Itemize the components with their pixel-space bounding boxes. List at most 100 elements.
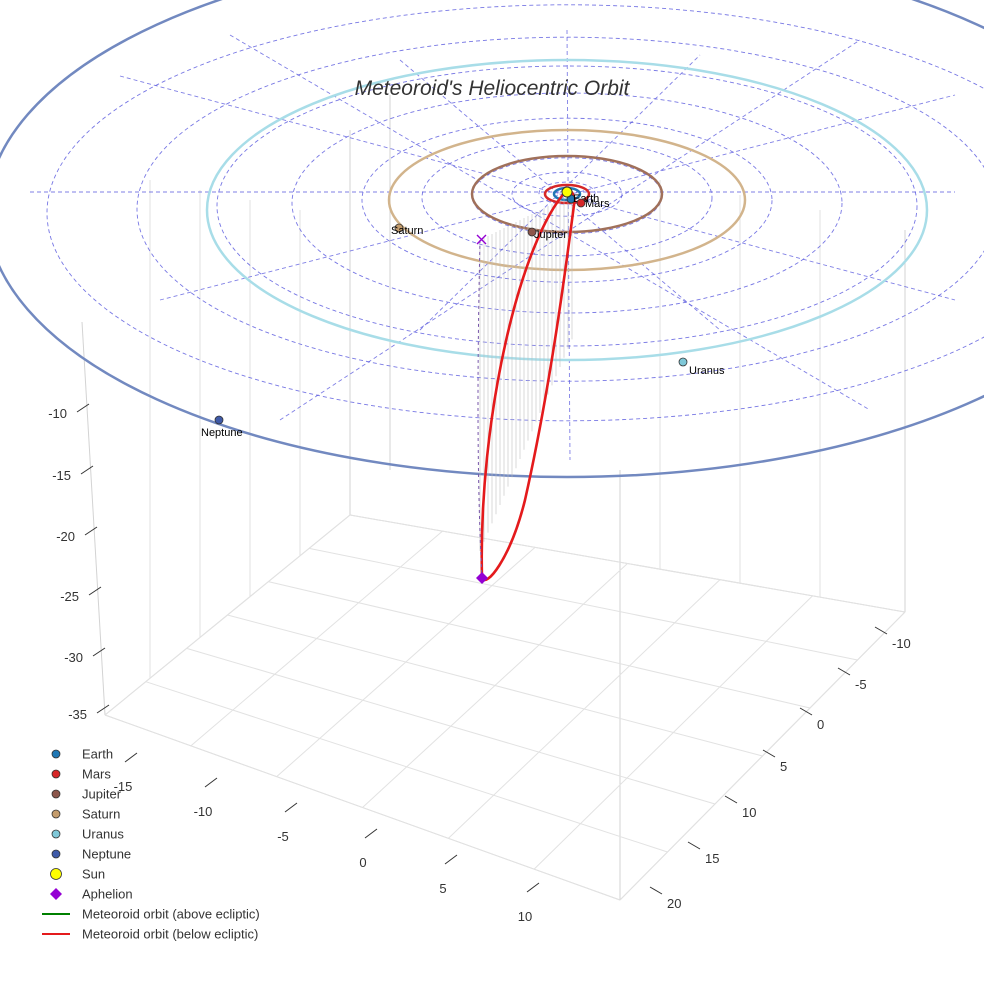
x-tick-mark xyxy=(364,828,378,839)
x-tick-mark xyxy=(284,802,298,813)
grid-line xyxy=(190,530,443,747)
ecliptic-ring xyxy=(538,181,596,205)
y-tick-mark xyxy=(724,795,738,804)
legend-item: Saturn xyxy=(51,807,120,822)
y-tick-mark xyxy=(649,886,663,895)
planet-mars-label: Mars xyxy=(585,198,610,210)
legend-label: Jupiter xyxy=(82,787,122,802)
legend-label: Uranus xyxy=(82,827,124,842)
ecliptic-spoke xyxy=(229,34,871,411)
legend-item: Jupiter xyxy=(51,787,122,802)
legend-marker xyxy=(50,868,62,880)
legend-marker xyxy=(51,829,61,839)
planet-orbits xyxy=(0,0,984,479)
legend-label: Earth xyxy=(82,747,113,762)
z-tick-label: -25 xyxy=(60,589,79,604)
ecliptic-ring xyxy=(361,117,773,283)
ecliptic-spoke xyxy=(159,94,956,301)
legend-marker xyxy=(51,769,61,779)
orbit-uranus xyxy=(205,58,929,362)
z-tick-mark xyxy=(84,526,98,536)
y-tick-label: -5 xyxy=(855,677,867,692)
ecliptic-spoke xyxy=(566,29,571,461)
z-tick-label: -30 xyxy=(64,650,83,665)
chart-title: Meteoroid's Heliocentric Orbit xyxy=(355,77,631,100)
z-tick-mark xyxy=(88,586,102,596)
y-tick-label: 10 xyxy=(742,805,756,820)
ecliptic-ring xyxy=(291,92,843,314)
legend-marker xyxy=(51,849,61,859)
meteoroid-orbit-below-ecliptic xyxy=(480,188,576,582)
legend-label: Aphelion xyxy=(82,887,133,902)
legend-item: Sun xyxy=(50,867,105,882)
ecliptic-spoke xyxy=(419,54,701,331)
planet-uranus-label: Uranus xyxy=(689,365,725,377)
x-tick-label: 0 xyxy=(359,855,366,870)
legend-item: Meteoroid orbit (below ecliptic) xyxy=(42,927,258,942)
ecliptic-ring xyxy=(136,36,984,382)
x-tick-label: -10 xyxy=(194,804,213,819)
aphelion-marker xyxy=(476,572,488,584)
x-tick-label: 5 xyxy=(439,881,446,896)
x-tick-label: 10 xyxy=(518,909,532,924)
z-tick-label: -15 xyxy=(52,468,71,483)
legend-item: Earth xyxy=(51,747,113,762)
grid-line xyxy=(81,321,106,716)
ecliptic-ring xyxy=(511,171,623,217)
z-tick-mark xyxy=(92,647,106,657)
grid-line xyxy=(104,514,351,716)
aphelion-projection xyxy=(477,239,483,579)
z-tick-label: -20 xyxy=(56,529,75,544)
legend-item: Uranus xyxy=(51,827,124,842)
aphelion-projection-marker xyxy=(476,234,487,245)
x-tick-label: -5 xyxy=(277,829,289,844)
orbit-jupiter xyxy=(470,154,664,234)
ecliptic-spoke xyxy=(119,75,956,301)
legend-label: Saturn xyxy=(82,807,120,822)
ecliptic-ring xyxy=(46,4,984,422)
sun-marker xyxy=(561,186,573,198)
x-tick-mark xyxy=(526,882,540,893)
legend-label: Neptune xyxy=(82,847,131,862)
grid-line xyxy=(276,546,536,778)
orbit-mars xyxy=(543,183,591,205)
planet-neptune-marker xyxy=(214,415,224,425)
planet-jupiter-marker xyxy=(527,227,537,237)
y-tick-mark xyxy=(762,749,776,758)
ecliptic-grid xyxy=(30,4,984,461)
y-tick-mark xyxy=(799,707,813,716)
y-tick-label: 20 xyxy=(667,896,681,911)
orbit-saturn xyxy=(387,128,747,272)
y-tick-mark xyxy=(687,841,701,850)
planet-uranus-marker xyxy=(678,357,688,367)
ecliptic-ring xyxy=(216,65,918,347)
legend-item: Mars xyxy=(51,767,111,782)
legend-label: Meteoroid orbit (below ecliptic) xyxy=(82,927,258,942)
planet-neptune-label: Neptune xyxy=(201,427,243,439)
z-tick-label: -10 xyxy=(48,406,67,421)
legend-label: Meteoroid orbit (above ecliptic) xyxy=(82,907,260,922)
legend-marker xyxy=(51,789,61,799)
legend: Earth Mars Jupiter Saturn Uranus Neptune Sun Ap… xyxy=(42,747,260,942)
z-tick-mark xyxy=(76,403,90,413)
z-tick-mark xyxy=(80,465,94,475)
planet-jupiter-label: Jupiter xyxy=(534,229,567,241)
y-tick-mark xyxy=(874,626,888,635)
x-tick-mark xyxy=(204,777,218,788)
grid-line xyxy=(533,595,813,870)
planet-mars-marker xyxy=(576,198,586,208)
planet-saturn-marker xyxy=(394,223,404,233)
z-tick-label: -35 xyxy=(68,707,87,722)
x-tick-mark xyxy=(124,752,138,763)
legend-item: Aphelion xyxy=(50,887,133,902)
ecliptic-ring xyxy=(421,139,713,257)
x-tick-label: -15 xyxy=(114,779,133,794)
planet-saturn-label: Saturn xyxy=(391,225,423,237)
y-tick-label: 0 xyxy=(817,717,824,732)
legend-label: Mars xyxy=(82,767,111,782)
legend-item: Neptune xyxy=(51,847,131,862)
axis-ticks: -10 -15 -20 -25 -30 -35 -15 -10 -5 0 5 10 -10 -5 0 5 10 1… xyxy=(48,403,911,924)
y-tick-label: -10 xyxy=(892,636,911,651)
y-tick-label: 5 xyxy=(780,759,787,774)
